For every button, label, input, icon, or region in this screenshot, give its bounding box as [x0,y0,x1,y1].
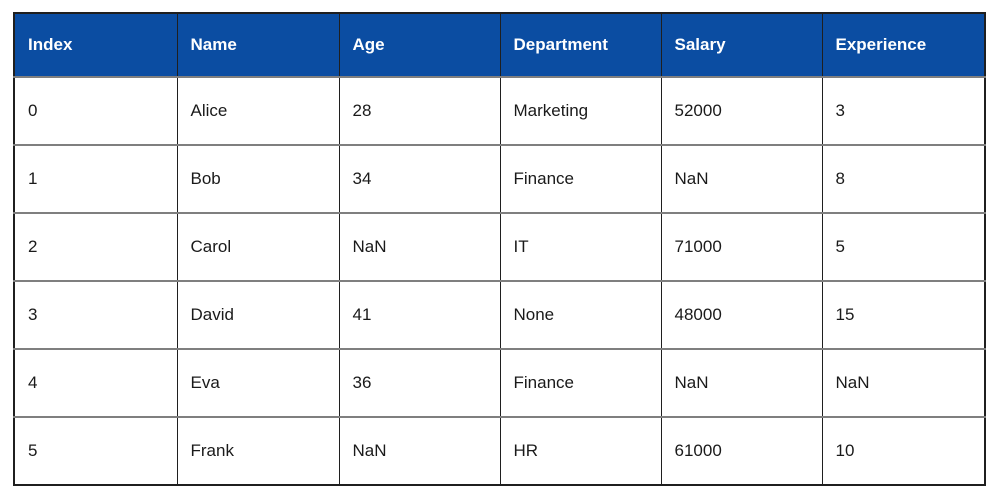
table-cell: 61000 [660,416,822,485]
column-header-index: Index [14,13,177,78]
table-cell: Alice [176,77,339,145]
table-cell: 5 [14,416,177,485]
table-cell: 41 [338,280,500,349]
table-cell: David [176,280,339,349]
table-cell: 52000 [660,77,822,145]
table-body: 0 Alice 28 Marketing 52000 3 1 Bob 34 Finance NaN 8… [14,77,985,485]
table-cell: 3 [821,77,985,145]
table-cell: NaN [660,348,822,417]
column-header-salary: Salary [660,13,822,78]
table-cell: 10 [821,416,985,485]
column-header-department: Department [499,13,661,78]
table-cell: Carol [176,212,339,281]
table-row: 3 David 41 None 48000 15 [14,280,985,349]
table-cell: Finance [499,348,661,417]
table-cell: 4 [14,348,177,417]
column-header-age: Age [338,13,500,78]
table-cell: 48000 [660,280,822,349]
table-cell: NaN [338,212,500,281]
table-cell: IT [499,212,661,281]
table-row: 4 Eva 36 Finance NaN NaN [14,348,985,417]
table-cell: Frank [176,416,339,485]
column-header-experience: Experience [821,13,985,78]
table-cell: 28 [338,77,500,145]
table-cell: 36 [338,348,500,417]
data-table: Index Name Age Department Salary Experience 0… [13,12,986,486]
table-cell: 5 [821,212,985,281]
table-cell: 3 [14,280,177,349]
table-row: 0 Alice 28 Marketing 52000 3 [14,77,985,145]
table-cell: HR [499,416,661,485]
header-row: Index Name Age Department Salary Experience [14,13,985,78]
column-header-name: Name [176,13,339,78]
table-row: 5 Frank NaN HR 61000 10 [14,416,985,485]
table-cell: 8 [821,144,985,213]
table-cell: NaN [338,416,500,485]
table-cell: 34 [338,144,500,213]
table-row: 1 Bob 34 Finance NaN 8 [14,144,985,213]
table-cell: None [499,280,661,349]
table-cell: Finance [499,144,661,213]
table-cell: 71000 [660,212,822,281]
table-cell: NaN [660,144,822,213]
table-cell: 1 [14,144,177,213]
table-cell: Marketing [499,77,661,145]
table-header: Index Name Age Department Salary Experience [14,13,985,78]
table-cell: 15 [821,280,985,349]
table-cell: 0 [14,77,177,145]
table-cell: NaN [821,348,985,417]
table-row: 2 Carol NaN IT 71000 5 [14,212,985,281]
table-cell: Bob [176,144,339,213]
table-cell: 2 [14,212,177,281]
table-cell: Eva [176,348,339,417]
